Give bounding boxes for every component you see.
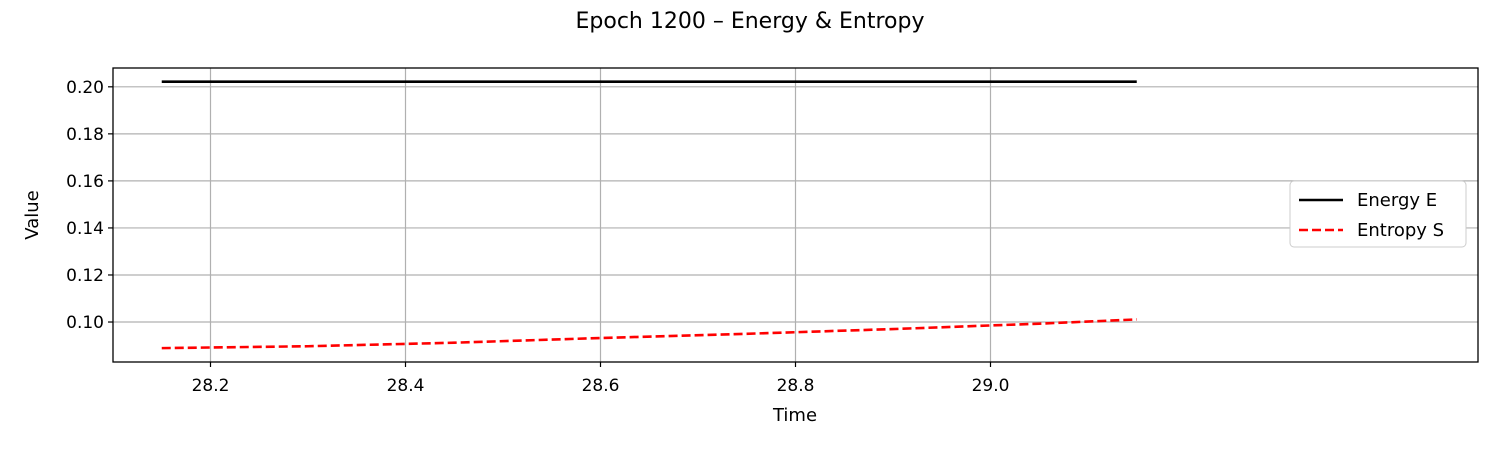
y-tick-label: 0.12 <box>66 266 104 286</box>
x-tick-label: 28.8 <box>777 376 815 396</box>
x-tick-label: 29.0 <box>972 376 1010 396</box>
legend-label-energy: Energy E <box>1357 190 1437 211</box>
y-axis-label: Value <box>22 190 43 239</box>
x-axis-ticks: 28.2 28.4 28.6 28.8 29.0 <box>192 362 1010 396</box>
x-tick-label: 28.6 <box>582 376 620 396</box>
y-tick-label: 0.20 <box>66 78 104 98</box>
y-tick-label: 0.18 <box>66 125 104 145</box>
chart-title: Epoch 1200 – Energy & Entropy <box>576 9 925 34</box>
y-tick-label: 0.16 <box>66 172 104 192</box>
legend: Energy E Entropy S <box>1289 180 1467 248</box>
x-axis-label: Time <box>772 405 817 426</box>
x-tick-label: 28.2 <box>192 376 230 396</box>
legend-label-entropy: Entropy S <box>1357 220 1444 241</box>
series-lines <box>161 80 1137 350</box>
y-tick-label: 0.14 <box>66 219 104 239</box>
y-tick-label: 0.10 <box>66 313 104 333</box>
grid-lines <box>113 68 1478 362</box>
y-axis-ticks: 0.10 0.12 0.14 0.16 0.18 0.20 <box>66 78 113 333</box>
x-tick-label: 28.4 <box>387 376 425 396</box>
series-line-entropy <box>161 318 1137 350</box>
